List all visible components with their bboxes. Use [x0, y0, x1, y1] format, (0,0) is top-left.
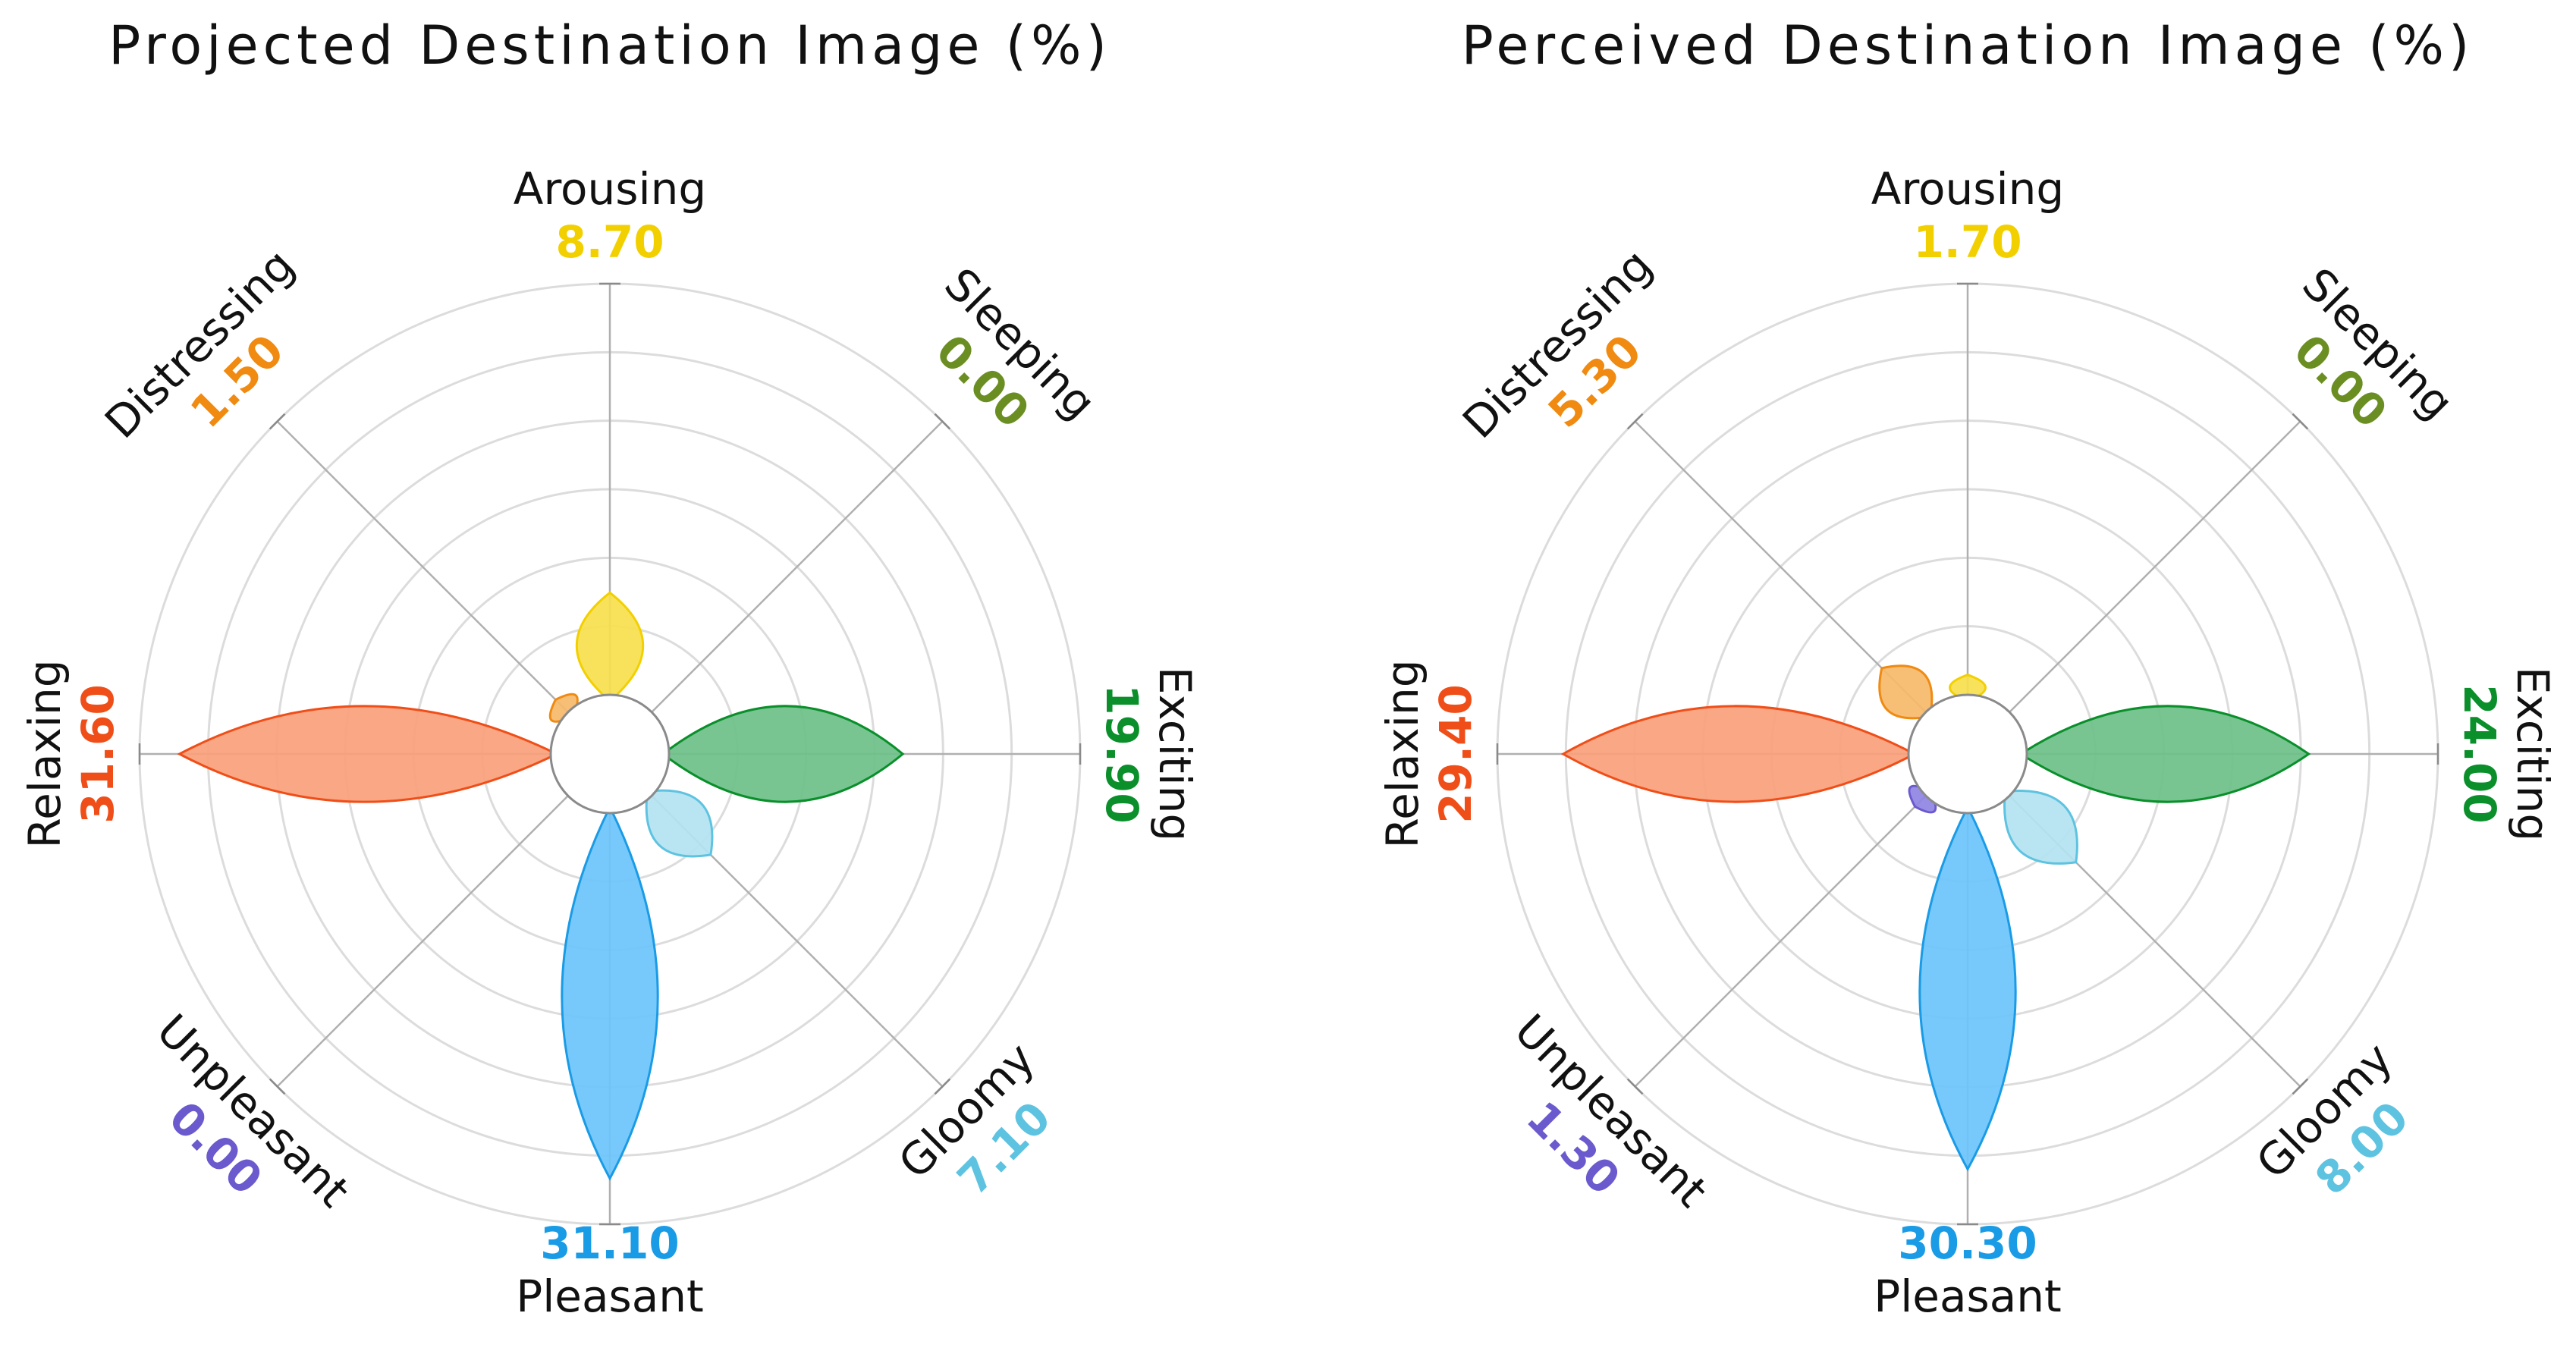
axis-tick: [2292, 413, 2309, 430]
axis-label-pleasant: Pleasant: [516, 1271, 704, 1322]
axis-label-arousing: Arousing: [514, 163, 706, 215]
axis-tick: [1626, 1078, 1644, 1095]
projected-chart: Projected Destination Image (%) Arousing8…: [19, 14, 1201, 1322]
axis-tick: [269, 413, 286, 430]
petal-relaxing: [1560, 705, 1918, 803]
chart-title: Projected Destination Image (%): [108, 14, 1111, 77]
perceived-chart: Perceived Destination Image (%) Arousing1…: [1377, 14, 2559, 1322]
petals: [1560, 664, 2311, 1172]
value-label-exciting: 19.90: [1096, 684, 1148, 823]
axis-label-relaxing: Relaxing: [1377, 659, 1428, 848]
center-hole: [549, 693, 671, 815]
axis-tick: [934, 413, 951, 430]
axis-label-arousing: Arousing: [1871, 163, 2064, 215]
axis-spoke: [1634, 795, 1927, 1088]
petal-distressing: [1878, 664, 1934, 720]
petal-gloomy: [2003, 790, 2078, 865]
value-label-arousing: 1.70: [1913, 216, 2022, 268]
axis-tick: [934, 1078, 951, 1095]
axis-spoke: [276, 420, 569, 713]
label-group-relaxing: Relaxing 31.60: [19, 659, 124, 848]
axis-spoke: [651, 420, 944, 713]
value-label-arousing: 8.70: [555, 216, 664, 268]
value-label-relaxing: 29.40: [1430, 684, 1481, 823]
value-label-pleasant: 31.10: [540, 1217, 679, 1269]
petals: [177, 591, 905, 1181]
axis-tick: [269, 1078, 286, 1095]
petal-arousing: [575, 591, 645, 702]
axis-label-pleasant: Pleasant: [1874, 1271, 2062, 1322]
label-group-relaxing: Relaxing 29.40: [1377, 659, 1481, 848]
axis-spoke: [1634, 420, 1927, 713]
petal-exciting: [661, 705, 905, 803]
petal-gloomy: [645, 789, 714, 858]
chart-title: Perceived Destination Image (%): [1462, 14, 2474, 77]
petal-pleasant: [1918, 804, 2017, 1172]
axis-label-relaxing: Relaxing: [19, 659, 71, 848]
axis-tick: [2292, 1078, 2309, 1095]
value-label-exciting: 24.00: [2454, 684, 2505, 823]
petal-pleasant: [561, 804, 659, 1181]
axis-label-exciting: Exciting: [2507, 667, 2559, 841]
axis-tick: [1626, 413, 1644, 430]
petal-exciting: [2018, 705, 2311, 803]
axis-label-exciting: Exciting: [1149, 667, 1201, 841]
axis-spoke: [276, 795, 569, 1088]
value-label-relaxing: 31.60: [72, 684, 124, 823]
center-hole: [1907, 693, 2028, 815]
axis-spoke: [2009, 420, 2301, 713]
value-label-pleasant: 30.30: [1898, 1217, 2037, 1269]
petal-relaxing: [177, 705, 560, 803]
